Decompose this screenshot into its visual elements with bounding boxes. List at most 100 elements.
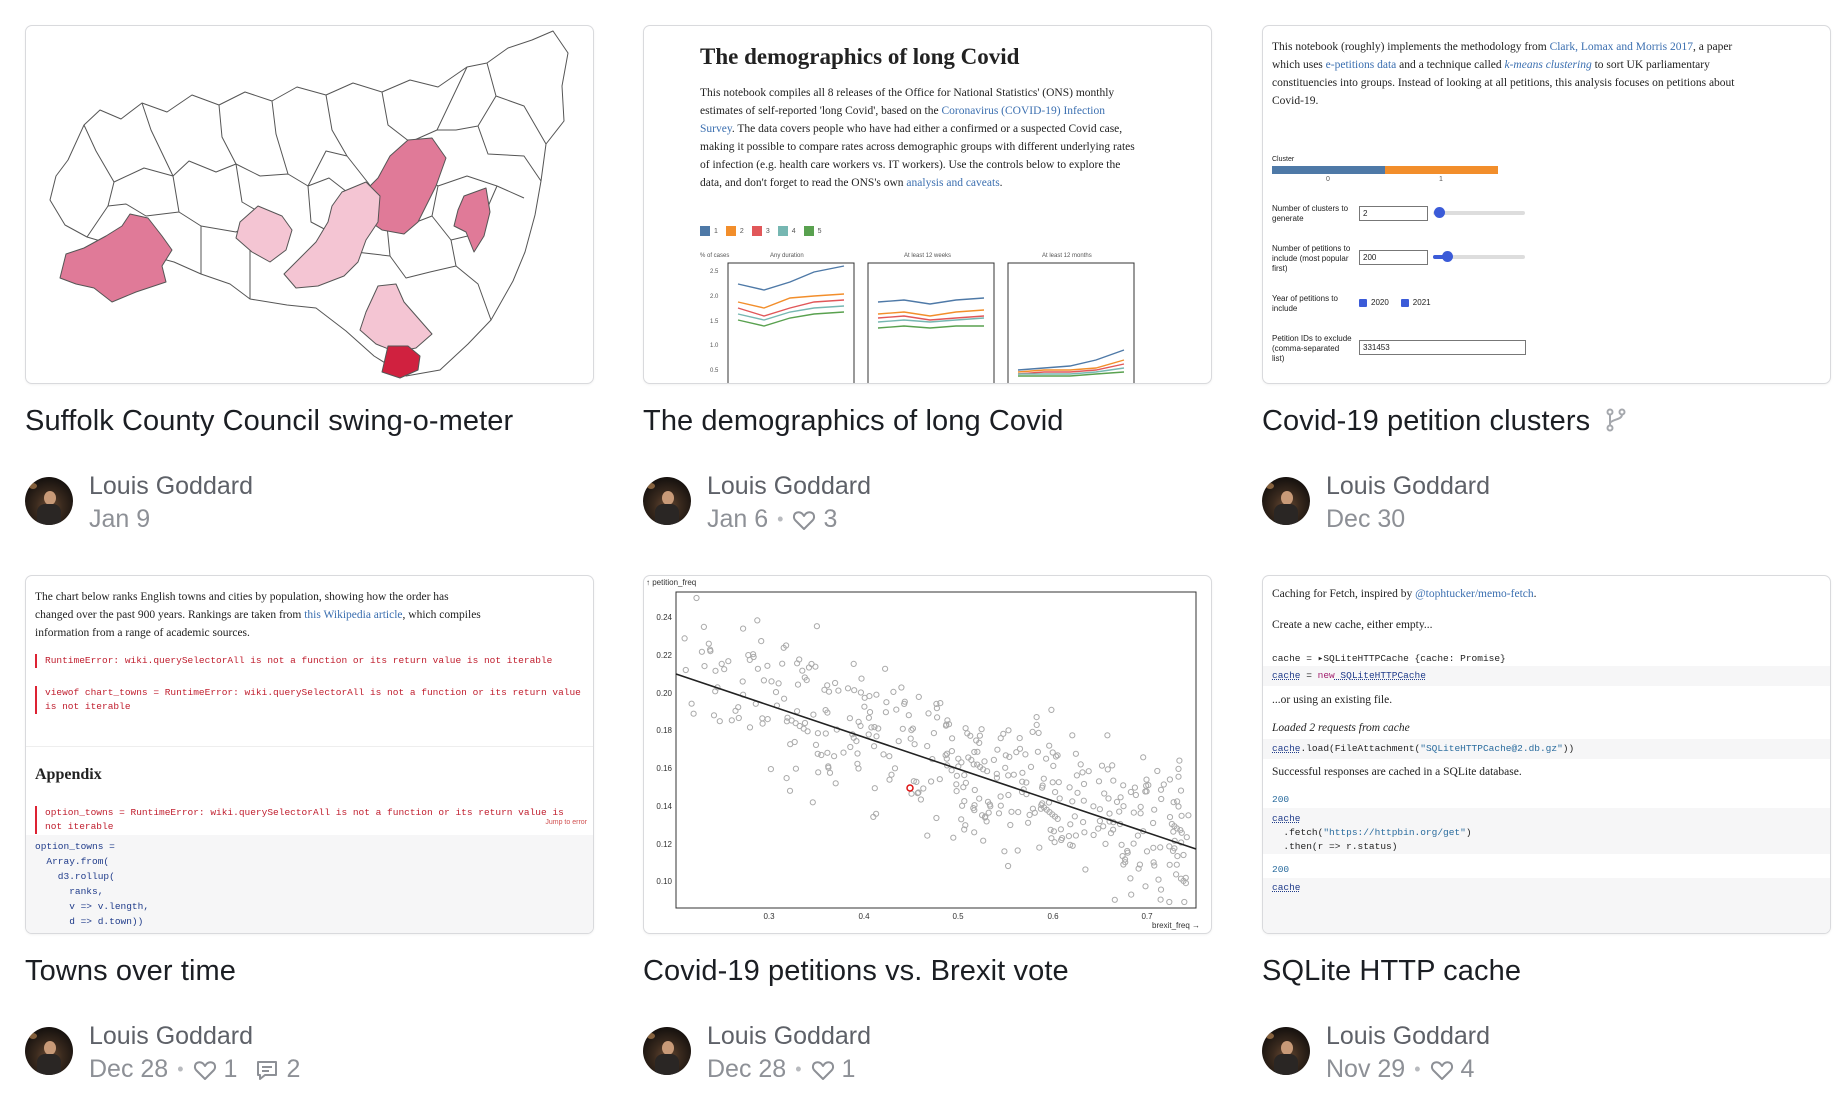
scatter-point	[803, 677, 810, 684]
scatter-point	[915, 789, 922, 796]
notebook-thumbnail[interactable]: The chart below ranks English towns and …	[25, 575, 594, 934]
x-tick: 0.4	[858, 912, 870, 921]
preview-link[interactable]: this Wikipedia article	[304, 609, 403, 621]
scatter-point	[1079, 769, 1086, 776]
scatter-point	[948, 748, 955, 755]
code-lines: cache .fetch("https://httpbin.org/get") …	[1272, 812, 1472, 854]
scatter-point	[1066, 784, 1073, 791]
separator-dot: •	[777, 509, 784, 529]
y-tick: 0.22	[656, 651, 672, 660]
highlighted-point[interactable]	[906, 784, 914, 792]
scatter-point	[1176, 757, 1183, 764]
scatter-point	[1090, 803, 1097, 810]
petitions-slider[interactable]	[1433, 255, 1525, 259]
cluster-bar-1	[1385, 166, 1498, 174]
avatar[interactable]	[643, 477, 691, 525]
scatter-point	[971, 786, 978, 794]
scatter-point	[1143, 782, 1150, 789]
notebook-thumbnail[interactable]: ↑ petition_freq brexit_freq → 0.24 0.22 …	[643, 575, 1212, 934]
code-block	[1263, 878, 1830, 933]
scatter-point	[944, 717, 951, 724]
scatter-point	[985, 809, 992, 816]
clusters-slider[interactable]	[1433, 211, 1525, 215]
notebook-title[interactable]: Covid-19 petitions vs. Brexit vote	[643, 955, 1069, 987]
notebook-title[interactable]: SQLite HTTP cache	[1262, 955, 1522, 987]
notebook-title[interactable]: Covid-19 petition clusters	[1262, 405, 1628, 438]
preview-text: and a technique called	[1396, 59, 1505, 71]
slider-handle[interactable]	[1434, 207, 1445, 218]
author-name[interactable]: Louis Goddard	[89, 472, 254, 500]
slider-handle[interactable]	[1442, 251, 1453, 262]
code-token: "https://httpbin.org/get"	[1323, 827, 1466, 838]
scatter-point	[942, 752, 949, 759]
scatter-point	[899, 725, 906, 732]
preview-link[interactable]: e-petitions data	[1325, 59, 1397, 71]
notebook-thumbnail[interactable]	[25, 25, 594, 384]
scatter-point	[882, 665, 889, 672]
clusters-input[interactable]: 2	[1359, 206, 1428, 221]
scatter-point	[1111, 896, 1118, 903]
scatter-point	[732, 707, 739, 714]
preview-link[interactable]: Coronavirus (COVID-19) Infection Survey	[700, 105, 1105, 135]
comment-icon[interactable]	[255, 1059, 279, 1081]
jump-to-error-link[interactable]: Jump to error	[545, 819, 587, 826]
scatter-point	[1015, 809, 1022, 816]
scatter-point	[933, 705, 940, 712]
preview-text: Create a new cache, either empty...	[1272, 619, 1433, 631]
scatter-point	[1051, 839, 1058, 846]
scatter-point	[1008, 808, 1015, 815]
avatar[interactable]	[25, 477, 73, 525]
author-name[interactable]: Louis Goddard	[707, 472, 872, 500]
heart-icon[interactable]	[811, 1059, 835, 1081]
legend-label: 5	[817, 227, 822, 235]
author-name[interactable]: Louis Goddard	[707, 1022, 872, 1050]
checkbox-2020[interactable]	[1359, 298, 1367, 307]
notebook-thumbnail[interactable]: The demographics of long Covid This note…	[643, 25, 1212, 384]
avatar[interactable]	[1262, 477, 1310, 525]
avatar[interactable]	[643, 1027, 691, 1075]
scatter-point	[754, 665, 762, 672]
legend-label: 3	[765, 227, 770, 235]
panel-title: Any duration	[770, 253, 804, 259]
y-axis-label: ↑ petition_freq	[646, 578, 696, 587]
scatter-point	[1057, 826, 1064, 833]
scatter-point	[967, 732, 974, 739]
author-name[interactable]: Louis Goddard	[89, 1022, 254, 1050]
notebook-thumbnail[interactable]: This notebook (roughly) implements the m…	[1262, 25, 1831, 384]
scatter-point	[1005, 862, 1012, 870]
scatter-point	[760, 677, 768, 684]
code-token: )	[1465, 827, 1472, 838]
scatter-point	[943, 721, 950, 728]
author-name[interactable]: Louis Goddard	[1326, 1022, 1491, 1050]
scatter-point	[1005, 772, 1012, 779]
author-name[interactable]: Louis Goddard	[1326, 472, 1491, 500]
avatar[interactable]	[25, 1027, 73, 1075]
scatter-point	[1151, 862, 1158, 869]
scatter-point	[1049, 779, 1056, 786]
scatter-point	[1130, 809, 1137, 816]
avatar[interactable]	[1262, 1027, 1310, 1075]
code-line: cache	[1272, 813, 1301, 824]
scatter-point	[1001, 848, 1008, 855]
petitions-input[interactable]: 200	[1359, 250, 1428, 265]
preview-link[interactable]: k-means clustering	[1504, 59, 1592, 71]
scatter-point	[1143, 776, 1150, 783]
scatter-point	[700, 623, 708, 631]
notebook-title[interactable]: Suffolk County Council swing-o-meter	[25, 405, 514, 437]
notebook-thumbnail[interactable]: Caching for Fetch, inspired by @tophtuck…	[1262, 575, 1831, 934]
scatter-point	[1101, 790, 1108, 797]
heart-icon[interactable]	[1430, 1059, 1454, 1081]
preview-link[interactable]: @tophtucker/memo-fetch	[1415, 588, 1534, 600]
heart-icon[interactable]	[193, 1059, 217, 1081]
scatter-point	[920, 785, 927, 792]
notebook-title[interactable]: The demographics of long Covid	[643, 405, 1064, 437]
preview-link[interactable]: Clark, Lomax and Morris 2017	[1549, 41, 1693, 53]
scatter-point	[1110, 777, 1117, 784]
scatter-point	[1019, 769, 1026, 776]
preview-link[interactable]: analysis and caveats	[906, 177, 1000, 189]
scatter-point	[1166, 861, 1173, 868]
checkbox-2021[interactable]	[1400, 298, 1409, 307]
heart-icon[interactable]	[792, 509, 816, 531]
notebook-title[interactable]: Towns over time	[25, 955, 237, 987]
exclude-input[interactable]: 331453	[1359, 340, 1526, 355]
